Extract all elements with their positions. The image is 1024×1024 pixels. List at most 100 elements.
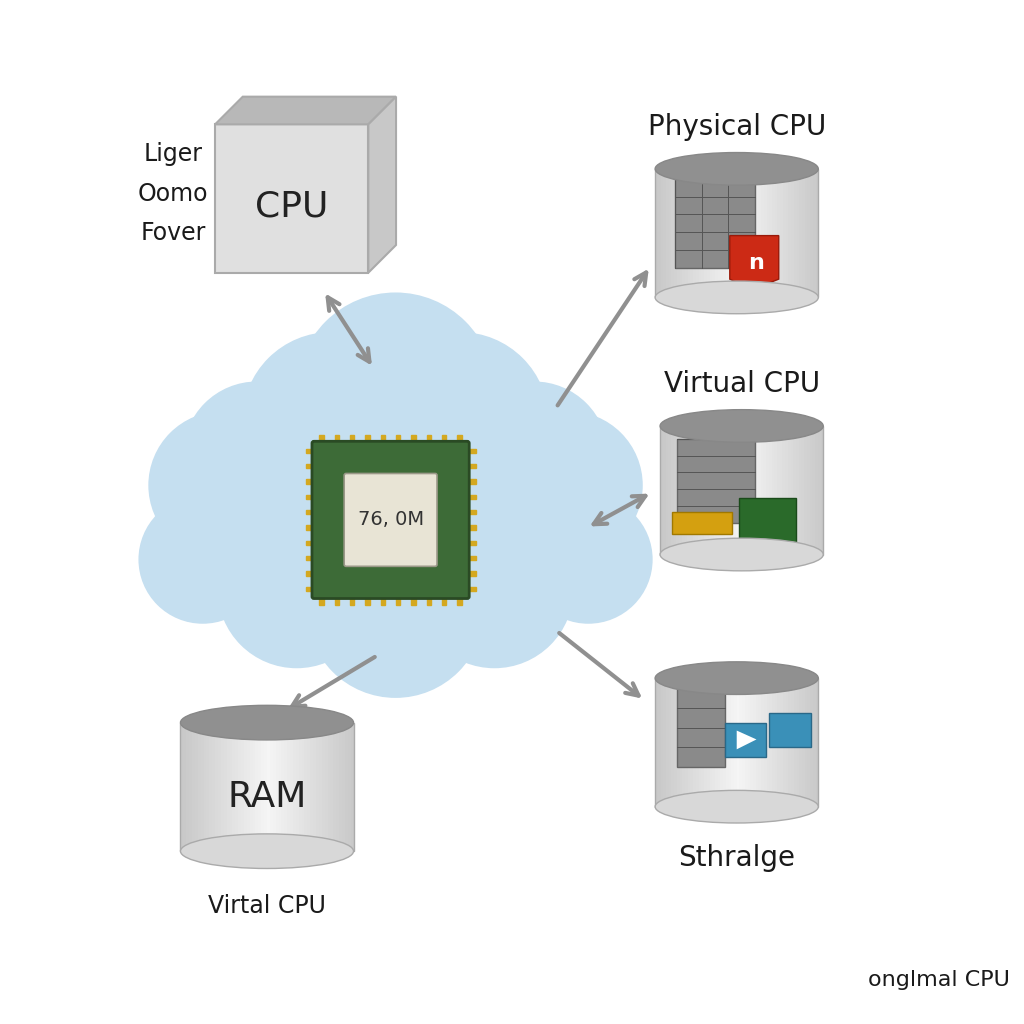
Bar: [775, 678, 778, 807]
Text: CPU: CPU: [255, 189, 329, 223]
Bar: [750, 426, 753, 555]
Bar: [688, 678, 691, 807]
Bar: [261, 723, 264, 851]
Bar: [666, 426, 669, 555]
Bar: [728, 678, 732, 807]
Bar: [467, 541, 476, 545]
Bar: [802, 169, 805, 297]
Bar: [313, 723, 316, 851]
Bar: [820, 426, 823, 555]
Ellipse shape: [655, 791, 818, 823]
Bar: [813, 678, 816, 807]
Bar: [264, 723, 267, 851]
Bar: [660, 426, 823, 555]
Bar: [655, 678, 818, 807]
Bar: [253, 723, 256, 851]
Bar: [680, 169, 683, 297]
Bar: [226, 723, 230, 851]
Bar: [660, 169, 664, 297]
Bar: [734, 678, 737, 807]
Bar: [212, 723, 216, 851]
Bar: [664, 169, 667, 297]
Bar: [467, 556, 476, 560]
Bar: [693, 678, 696, 807]
Circle shape: [183, 426, 371, 613]
Bar: [241, 723, 245, 851]
Bar: [279, 723, 282, 851]
Bar: [255, 723, 259, 851]
Bar: [458, 435, 462, 443]
Bar: [785, 426, 788, 555]
Bar: [802, 426, 805, 555]
Bar: [247, 723, 250, 851]
Bar: [305, 556, 314, 560]
Bar: [335, 597, 339, 605]
Bar: [316, 723, 319, 851]
Bar: [756, 426, 759, 555]
Bar: [707, 169, 710, 297]
Bar: [736, 169, 740, 297]
Bar: [764, 169, 767, 297]
Bar: [744, 169, 749, 297]
Bar: [748, 169, 751, 297]
Bar: [815, 169, 819, 297]
Text: Virtual CPU: Virtual CPU: [664, 371, 820, 398]
Circle shape: [267, 382, 524, 639]
Text: Virtal CPU: Virtal CPU: [208, 894, 326, 918]
Circle shape: [524, 496, 652, 624]
Bar: [305, 525, 314, 529]
Bar: [366, 597, 370, 605]
Bar: [655, 169, 818, 297]
Bar: [815, 426, 818, 555]
Bar: [698, 678, 701, 807]
Text: n: n: [749, 253, 765, 272]
Circle shape: [306, 520, 484, 698]
Bar: [195, 723, 199, 851]
Bar: [350, 435, 354, 443]
Bar: [657, 169, 662, 297]
Circle shape: [371, 332, 549, 510]
Bar: [718, 169, 721, 297]
Bar: [764, 426, 767, 555]
Bar: [726, 678, 729, 807]
Bar: [305, 541, 314, 545]
Bar: [180, 723, 184, 851]
Bar: [685, 678, 688, 807]
Bar: [810, 678, 813, 807]
Bar: [769, 169, 772, 297]
Bar: [780, 678, 783, 807]
Bar: [695, 426, 698, 555]
Bar: [345, 723, 348, 851]
Bar: [258, 723, 262, 851]
Ellipse shape: [660, 539, 823, 570]
Bar: [733, 426, 736, 555]
Bar: [807, 678, 811, 807]
Bar: [282, 723, 285, 851]
Bar: [796, 426, 800, 555]
Bar: [322, 723, 326, 851]
Bar: [771, 426, 775, 555]
Bar: [807, 426, 810, 555]
Bar: [467, 510, 476, 514]
Bar: [794, 426, 797, 555]
Bar: [783, 169, 786, 297]
Bar: [302, 723, 305, 851]
Bar: [682, 426, 685, 555]
Bar: [712, 426, 715, 555]
Bar: [777, 678, 780, 807]
Ellipse shape: [655, 153, 818, 185]
Ellipse shape: [660, 410, 823, 442]
Bar: [718, 678, 721, 807]
Bar: [696, 678, 699, 807]
Bar: [715, 426, 718, 555]
Bar: [310, 723, 313, 851]
Bar: [396, 597, 400, 605]
Text: onglmal CPU: onglmal CPU: [868, 970, 1011, 990]
Bar: [467, 479, 476, 483]
Bar: [221, 723, 224, 851]
Bar: [777, 169, 780, 297]
Bar: [348, 723, 351, 851]
Bar: [812, 426, 815, 555]
Bar: [467, 495, 476, 499]
Bar: [767, 678, 770, 807]
